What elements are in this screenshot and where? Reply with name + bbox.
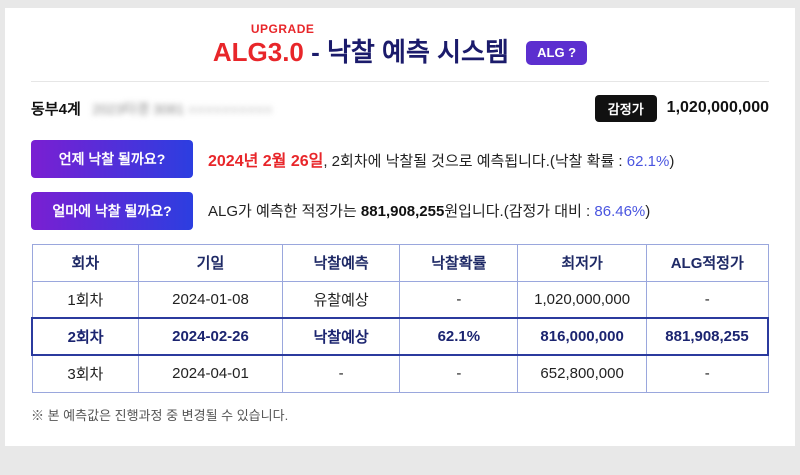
price-question-row: 얼마에 낙찰 될까요? ALG가 예측한 적정가는 881,908,255원입니… [31, 191, 769, 230]
table-cell: 유찰예상 [281, 280, 401, 319]
table-header-cell: 기일 [138, 243, 283, 282]
table-cell: 2024-02-26 [138, 317, 283, 356]
predicted-date: 2024년 2월 26일 [208, 152, 324, 170]
table-cell: 881,908,255 [646, 317, 770, 356]
table-cell: 816,000,000 [517, 317, 648, 356]
table-cell: 2024-01-08 [138, 280, 283, 319]
table-header-row: 회차 기일 낙찰예측 낙찰확률 최저가 ALG적정가 [31, 243, 769, 282]
table-cell: - [646, 280, 769, 319]
table-cell: 62.1% [399, 317, 519, 356]
appraisal-ratio: 86.46% [594, 203, 646, 220]
table-cell: - [399, 280, 519, 319]
court-label: 동부4계 [31, 100, 81, 118]
table-header-cell: 낙찰확률 [399, 243, 519, 282]
table-cell: 1,020,000,000 [517, 280, 648, 319]
appraisal-value: 1,020,000,000 [666, 99, 769, 116]
upgrade-label: UPGRADE [250, 22, 315, 36]
case-number-masked: 2023타경 3081 ○○○○○○○○○○ [92, 100, 273, 117]
title-block: UPGRADE ALG3.0 - 낙찰 예측 시스템 ALG ? [212, 22, 588, 69]
footer-note: ※ 본 예측값은 진행과정 중 변경될 수 있습니다. [31, 407, 289, 423]
appraisal-group: 감정가 1,020,000,000 [594, 94, 769, 122]
table-cell: 2024-04-01 [138, 354, 283, 393]
table-header-cell: 회차 [31, 243, 140, 282]
table-header-cell: 최저가 [517, 243, 648, 282]
predicted-price: 881,908,255 [360, 203, 445, 220]
table-cell: 3회차 [31, 354, 140, 393]
table-row: 2회차 2024-02-26 낙찰예상 62.1% 816,000,000 88… [31, 317, 770, 356]
when-question-button[interactable]: 언제 낙찰 될까요? [31, 139, 193, 178]
table-cell: 2회차 [31, 317, 140, 356]
when-answer-text: 2024년 2월 26일, 2회차에 낙찰될 것으로 예측됩니다.(낙찰 확률 … [208, 147, 674, 171]
title-rest-text: - 낙찰 예측 시스템 [303, 37, 509, 67]
table-cell: 낙찰예상 [281, 317, 401, 356]
page-title: ALG3.0 - 낙찰 예측 시스템 ALG ? [212, 36, 588, 69]
table-cell: - [281, 354, 401, 393]
table-cell: 1회차 [31, 280, 140, 319]
table-row: 3회차 2024-04-01 - - 652,800,000 - [31, 354, 769, 393]
brand-text: ALG3.0 [212, 37, 304, 67]
appraisal-badge: 감정가 [594, 94, 657, 122]
table-cell: - [399, 354, 519, 393]
when-answer-mid: , 2회차에 낙찰될 것으로 예측됩니다.(낙찰 확률 : [323, 152, 627, 170]
content-card: UPGRADE ALG3.0 - 낙찰 예측 시스템 ALG ? 동부4계 20… [5, 8, 795, 446]
table-cell: 652,800,000 [517, 354, 648, 393]
when-answer-end: ) [669, 152, 675, 170]
table-header-cell: 낙찰예측 [281, 243, 401, 282]
table-row: 1회차 2024-01-08 유찰예상 - 1,020,000,000 - [31, 280, 769, 319]
table-cell: - [646, 354, 769, 393]
price-answer-text: ALG가 예측한 적정가는 881,908,255원입니다.(감정가 대비 : … [208, 200, 650, 221]
case-info: 동부4계 2023타경 3081 ○○○○○○○○○○ [31, 98, 273, 119]
price-question-button[interactable]: 얼마에 낙찰 될까요? [31, 191, 193, 230]
price-answer-end: ) [645, 203, 651, 220]
when-question-row: 언제 낙찰 될까요? 2024년 2월 26일, 2회차에 낙찰될 것으로 예측… [31, 139, 769, 178]
price-answer-mid: 원입니다.(감정가 대비 : [444, 203, 595, 220]
alg-help-badge[interactable]: ALG ? [526, 41, 588, 66]
case-bar: 동부4계 2023타경 3081 ○○○○○○○○○○ 감정가 1,020,00… [31, 82, 769, 131]
price-answer-start: ALG가 예측한 적정가는 [208, 203, 361, 220]
predicted-probability: 62.1% [626, 152, 670, 170]
table-header-cell: ALG적정가 [646, 243, 769, 282]
prediction-table: 회차 기일 낙찰예측 낙찰확률 최저가 ALG적정가 1회차 2024-01-0… [31, 243, 770, 393]
header: UPGRADE ALG3.0 - 낙찰 예측 시스템 ALG ? [31, 8, 769, 82]
